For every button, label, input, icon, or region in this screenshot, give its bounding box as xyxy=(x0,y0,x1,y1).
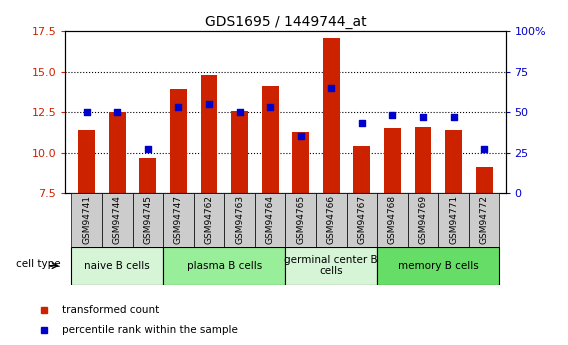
FancyBboxPatch shape xyxy=(286,193,316,247)
Point xyxy=(266,105,275,110)
Bar xyxy=(323,38,340,193)
Point xyxy=(143,147,152,152)
Text: GSM94767: GSM94767 xyxy=(357,195,366,245)
Text: GSM94747: GSM94747 xyxy=(174,195,183,245)
Text: GSM94766: GSM94766 xyxy=(327,195,336,245)
Text: plasma B cells: plasma B cells xyxy=(187,261,262,270)
Title: GDS1695 / 1449744_at: GDS1695 / 1449744_at xyxy=(204,14,366,29)
Point xyxy=(357,121,366,126)
Text: GSM94768: GSM94768 xyxy=(388,195,397,245)
Point xyxy=(296,134,305,139)
Bar xyxy=(231,111,248,193)
Point xyxy=(174,105,183,110)
FancyBboxPatch shape xyxy=(377,247,499,285)
FancyBboxPatch shape xyxy=(438,193,469,247)
FancyBboxPatch shape xyxy=(286,247,377,285)
Bar xyxy=(78,130,95,193)
Point xyxy=(388,112,397,118)
Point xyxy=(449,114,458,120)
FancyBboxPatch shape xyxy=(72,247,163,285)
Point xyxy=(419,114,428,120)
Text: GSM94745: GSM94745 xyxy=(143,195,152,245)
FancyBboxPatch shape xyxy=(377,193,408,247)
FancyBboxPatch shape xyxy=(346,193,377,247)
FancyBboxPatch shape xyxy=(255,193,286,247)
Text: GSM94764: GSM94764 xyxy=(266,195,275,245)
Bar xyxy=(262,86,278,193)
Point xyxy=(204,101,214,107)
FancyBboxPatch shape xyxy=(194,193,224,247)
Bar xyxy=(293,131,309,193)
Bar xyxy=(384,128,401,193)
Point xyxy=(235,109,244,115)
Point xyxy=(327,85,336,91)
Bar xyxy=(201,75,218,193)
FancyBboxPatch shape xyxy=(72,193,102,247)
Point xyxy=(82,109,91,115)
Text: cell type: cell type xyxy=(16,259,61,269)
Bar xyxy=(353,146,370,193)
Bar xyxy=(445,130,462,193)
Text: naive B cells: naive B cells xyxy=(85,261,150,270)
Bar xyxy=(170,89,187,193)
Point xyxy=(112,109,122,115)
Bar xyxy=(476,167,492,193)
Text: GSM94763: GSM94763 xyxy=(235,195,244,245)
Text: GSM94741: GSM94741 xyxy=(82,195,91,245)
Text: GSM94769: GSM94769 xyxy=(419,195,428,245)
Bar xyxy=(109,112,126,193)
FancyBboxPatch shape xyxy=(469,193,499,247)
Text: GSM94772: GSM94772 xyxy=(479,195,488,245)
FancyBboxPatch shape xyxy=(163,193,194,247)
Bar xyxy=(140,158,156,193)
FancyBboxPatch shape xyxy=(316,193,346,247)
Point xyxy=(479,147,488,152)
FancyBboxPatch shape xyxy=(224,193,255,247)
FancyBboxPatch shape xyxy=(408,193,438,247)
Text: memory B cells: memory B cells xyxy=(398,261,479,270)
Text: GSM94762: GSM94762 xyxy=(204,195,214,245)
Text: GSM94744: GSM94744 xyxy=(113,196,122,244)
Bar xyxy=(415,127,431,193)
FancyBboxPatch shape xyxy=(102,193,132,247)
Text: GSM94765: GSM94765 xyxy=(296,195,305,245)
Text: germinal center B
cells: germinal center B cells xyxy=(285,255,378,276)
Text: GSM94771: GSM94771 xyxy=(449,195,458,245)
FancyBboxPatch shape xyxy=(163,247,286,285)
Text: percentile rank within the sample: percentile rank within the sample xyxy=(61,325,237,335)
FancyBboxPatch shape xyxy=(132,193,163,247)
Text: transformed count: transformed count xyxy=(61,305,159,315)
